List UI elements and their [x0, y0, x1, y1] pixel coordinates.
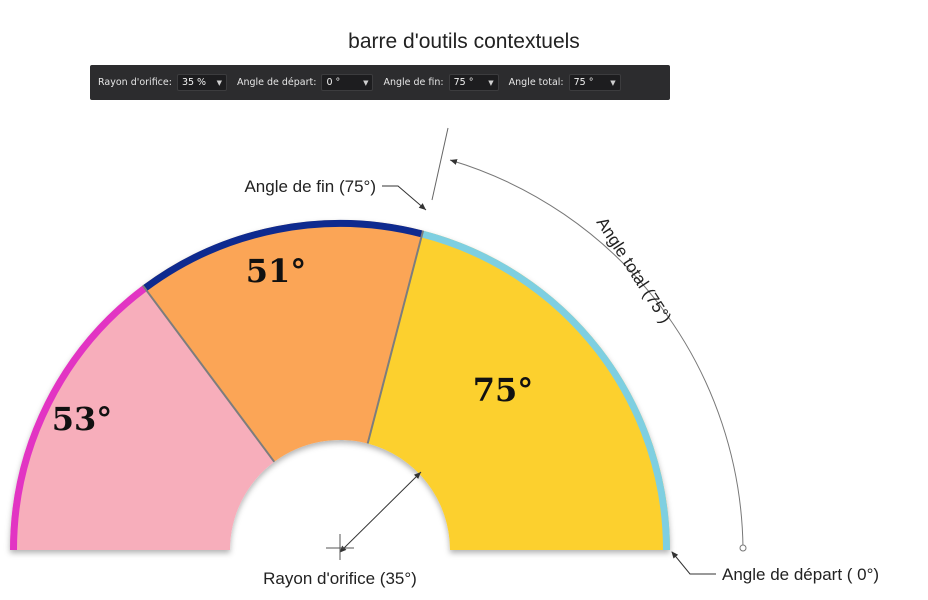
dropdown-arrow-icon: ▼	[610, 78, 616, 87]
donut-edge-arcs	[10, 220, 670, 551]
donut-segment-75[interactable]	[367, 230, 670, 550]
total-angle-value: 75 °	[573, 77, 594, 88]
donut-segment-51[interactable]	[142, 219, 424, 462]
total-angle-arc-handle	[739, 544, 747, 552]
hole-radius-arrow	[339, 471, 422, 553]
toolbar-caption: barre d'outils contextuels	[348, 30, 580, 53]
end-angle-arrow	[382, 185, 427, 211]
dropdown-arrow-icon: ▼	[488, 78, 494, 87]
dropdown-arrow-icon: ▼	[363, 78, 369, 87]
end-angle-guide-line	[431, 127, 449, 201]
end-angle-annotation: Angle de fin (75°)	[244, 177, 376, 196]
hole-radius-dropdown[interactable]: 35 % ▼	[176, 74, 227, 91]
total-angle-dropdown[interactable]: 75 ° ▼	[568, 74, 621, 91]
segment-divider-1	[141, 284, 276, 463]
total-angle-label: Angle total:	[508, 77, 564, 88]
hole-radius-label: Rayon d'orifice:	[98, 77, 172, 88]
end-angle-dropdown[interactable]: 75 ° ▼	[448, 74, 499, 91]
segment-dividers	[141, 230, 425, 463]
dropdown-arrow-icon: ▼	[216, 78, 222, 87]
donut-segment-53[interactable]	[10, 285, 275, 550]
start-angle-dropdown[interactable]: 0 ° ▼	[321, 74, 374, 91]
start-angle-value: 0 °	[326, 77, 341, 88]
end-angle-value: 75 °	[453, 77, 474, 88]
total-angle-annotation: Angle total (75°)	[593, 214, 675, 327]
start-angle-arrow	[671, 551, 716, 575]
start-angle-label: Angle de départ:	[236, 77, 317, 88]
segment-divider-2	[366, 230, 425, 444]
donut-segments	[10, 219, 670, 550]
segment-label-51: 51°	[246, 252, 307, 290]
segment-edge-75	[421, 230, 670, 551]
segment-edge-53	[10, 285, 147, 551]
hole-radius-value: 35 %	[181, 77, 207, 88]
total-angle-arc	[449, 159, 744, 549]
segment-label-75: 75°	[473, 371, 534, 409]
hole-radius-annotation: Rayon d'orifice (35°)	[263, 569, 417, 588]
contextual-toolbar: Rayon d'orifice: 35 % ▼ Angle de départ:…	[90, 65, 670, 100]
segment-edge-51	[142, 220, 424, 292]
segment-label-53: 53°	[52, 400, 113, 438]
start-angle-annotation: Angle de départ ( 0°)	[722, 565, 879, 584]
end-angle-label: Angle de fin:	[383, 77, 444, 88]
